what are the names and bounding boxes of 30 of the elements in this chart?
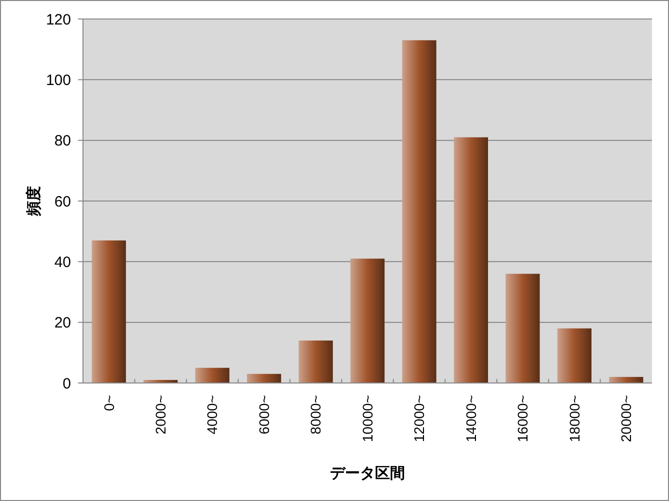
bar (350, 258, 385, 383)
y-tick-label: 120 (46, 11, 71, 28)
x-tick-label: 12000~ (411, 395, 428, 442)
x-tick-label: 4000~ (204, 395, 220, 434)
x-tick-label: 18000~ (566, 395, 582, 442)
y-tick-label: 40 (54, 254, 71, 271)
y-tick-label: 100 (46, 72, 71, 89)
bar (454, 137, 488, 383)
y-tick-label: 20 (54, 314, 71, 332)
y-tick-label: 0 (62, 375, 71, 392)
x-tick-label: 6000~ (256, 395, 272, 434)
bar (609, 376, 644, 383)
bar (92, 240, 126, 383)
x-tick-label: 16000~ (514, 395, 531, 442)
x-tick-label: 20000~ (618, 395, 634, 442)
bar (298, 340, 333, 383)
x-tick-label: 10000~ (359, 395, 376, 442)
bar (402, 40, 436, 383)
bar (195, 368, 230, 383)
bar (246, 374, 282, 383)
x-tick-label: 2000~ (152, 395, 168, 434)
x-tick-label: 14000~ (462, 395, 479, 442)
bar (506, 274, 540, 383)
y-tick-label: 80 (54, 132, 71, 150)
bar (557, 328, 592, 383)
y-tick-label: 60 (54, 193, 71, 210)
x-tick-label: 0~ (100, 395, 117, 411)
x-axis-title: データ区間 (330, 465, 405, 482)
y-axis-title: 頻度 (24, 186, 42, 217)
x-tick-label: 8000~ (308, 395, 324, 434)
